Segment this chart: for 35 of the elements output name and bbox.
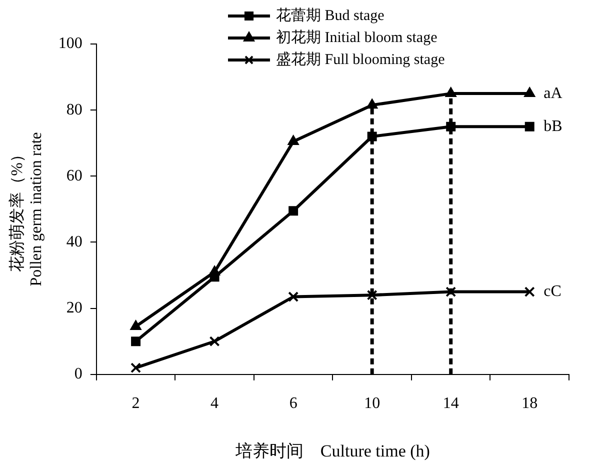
annotation: aA [544, 84, 563, 102]
point [131, 336, 141, 346]
point [288, 134, 300, 145]
x-tick-label: 6 [289, 395, 298, 412]
point [288, 206, 298, 216]
point [288, 292, 299, 302]
point [366, 98, 378, 109]
point [524, 286, 535, 298]
point [446, 286, 456, 298]
y-axis-title: 花粉萌发率（%） Pollen germ ination rate [8, 132, 46, 286]
y-tick-label: 0 [74, 366, 82, 383]
point [209, 336, 220, 347]
x-tick-label: 14 [442, 395, 459, 412]
y-tick-label: 40 [66, 233, 82, 250]
legend-label: 初花期 Initial bloom stage [276, 28, 438, 46]
point [367, 132, 377, 142]
point [366, 290, 378, 300]
y-tick-label: 80 [66, 101, 82, 118]
point [446, 122, 456, 132]
x-tick-label: 18 [522, 395, 538, 412]
x-axis-title: 培养时间 Culture time (h) [234, 441, 430, 460]
point [130, 362, 142, 374]
y-tick-label: 60 [66, 167, 82, 184]
x-tick-label: 2 [132, 395, 140, 412]
point [524, 122, 534, 132]
point [524, 87, 536, 98]
point [445, 87, 457, 98]
x-tick-label: 10 [364, 395, 380, 412]
y-tick-label: 20 [66, 300, 82, 317]
annotation: cC [544, 283, 562, 300]
x-tick-label: 4 [210, 395, 219, 412]
y-tick-label: 100 [58, 35, 82, 52]
legend-label: 盛花期 Full blooming stage [276, 50, 446, 68]
legend-label: 花蕾期 Bud stage [276, 6, 385, 24]
annotation: bB [544, 118, 562, 135]
